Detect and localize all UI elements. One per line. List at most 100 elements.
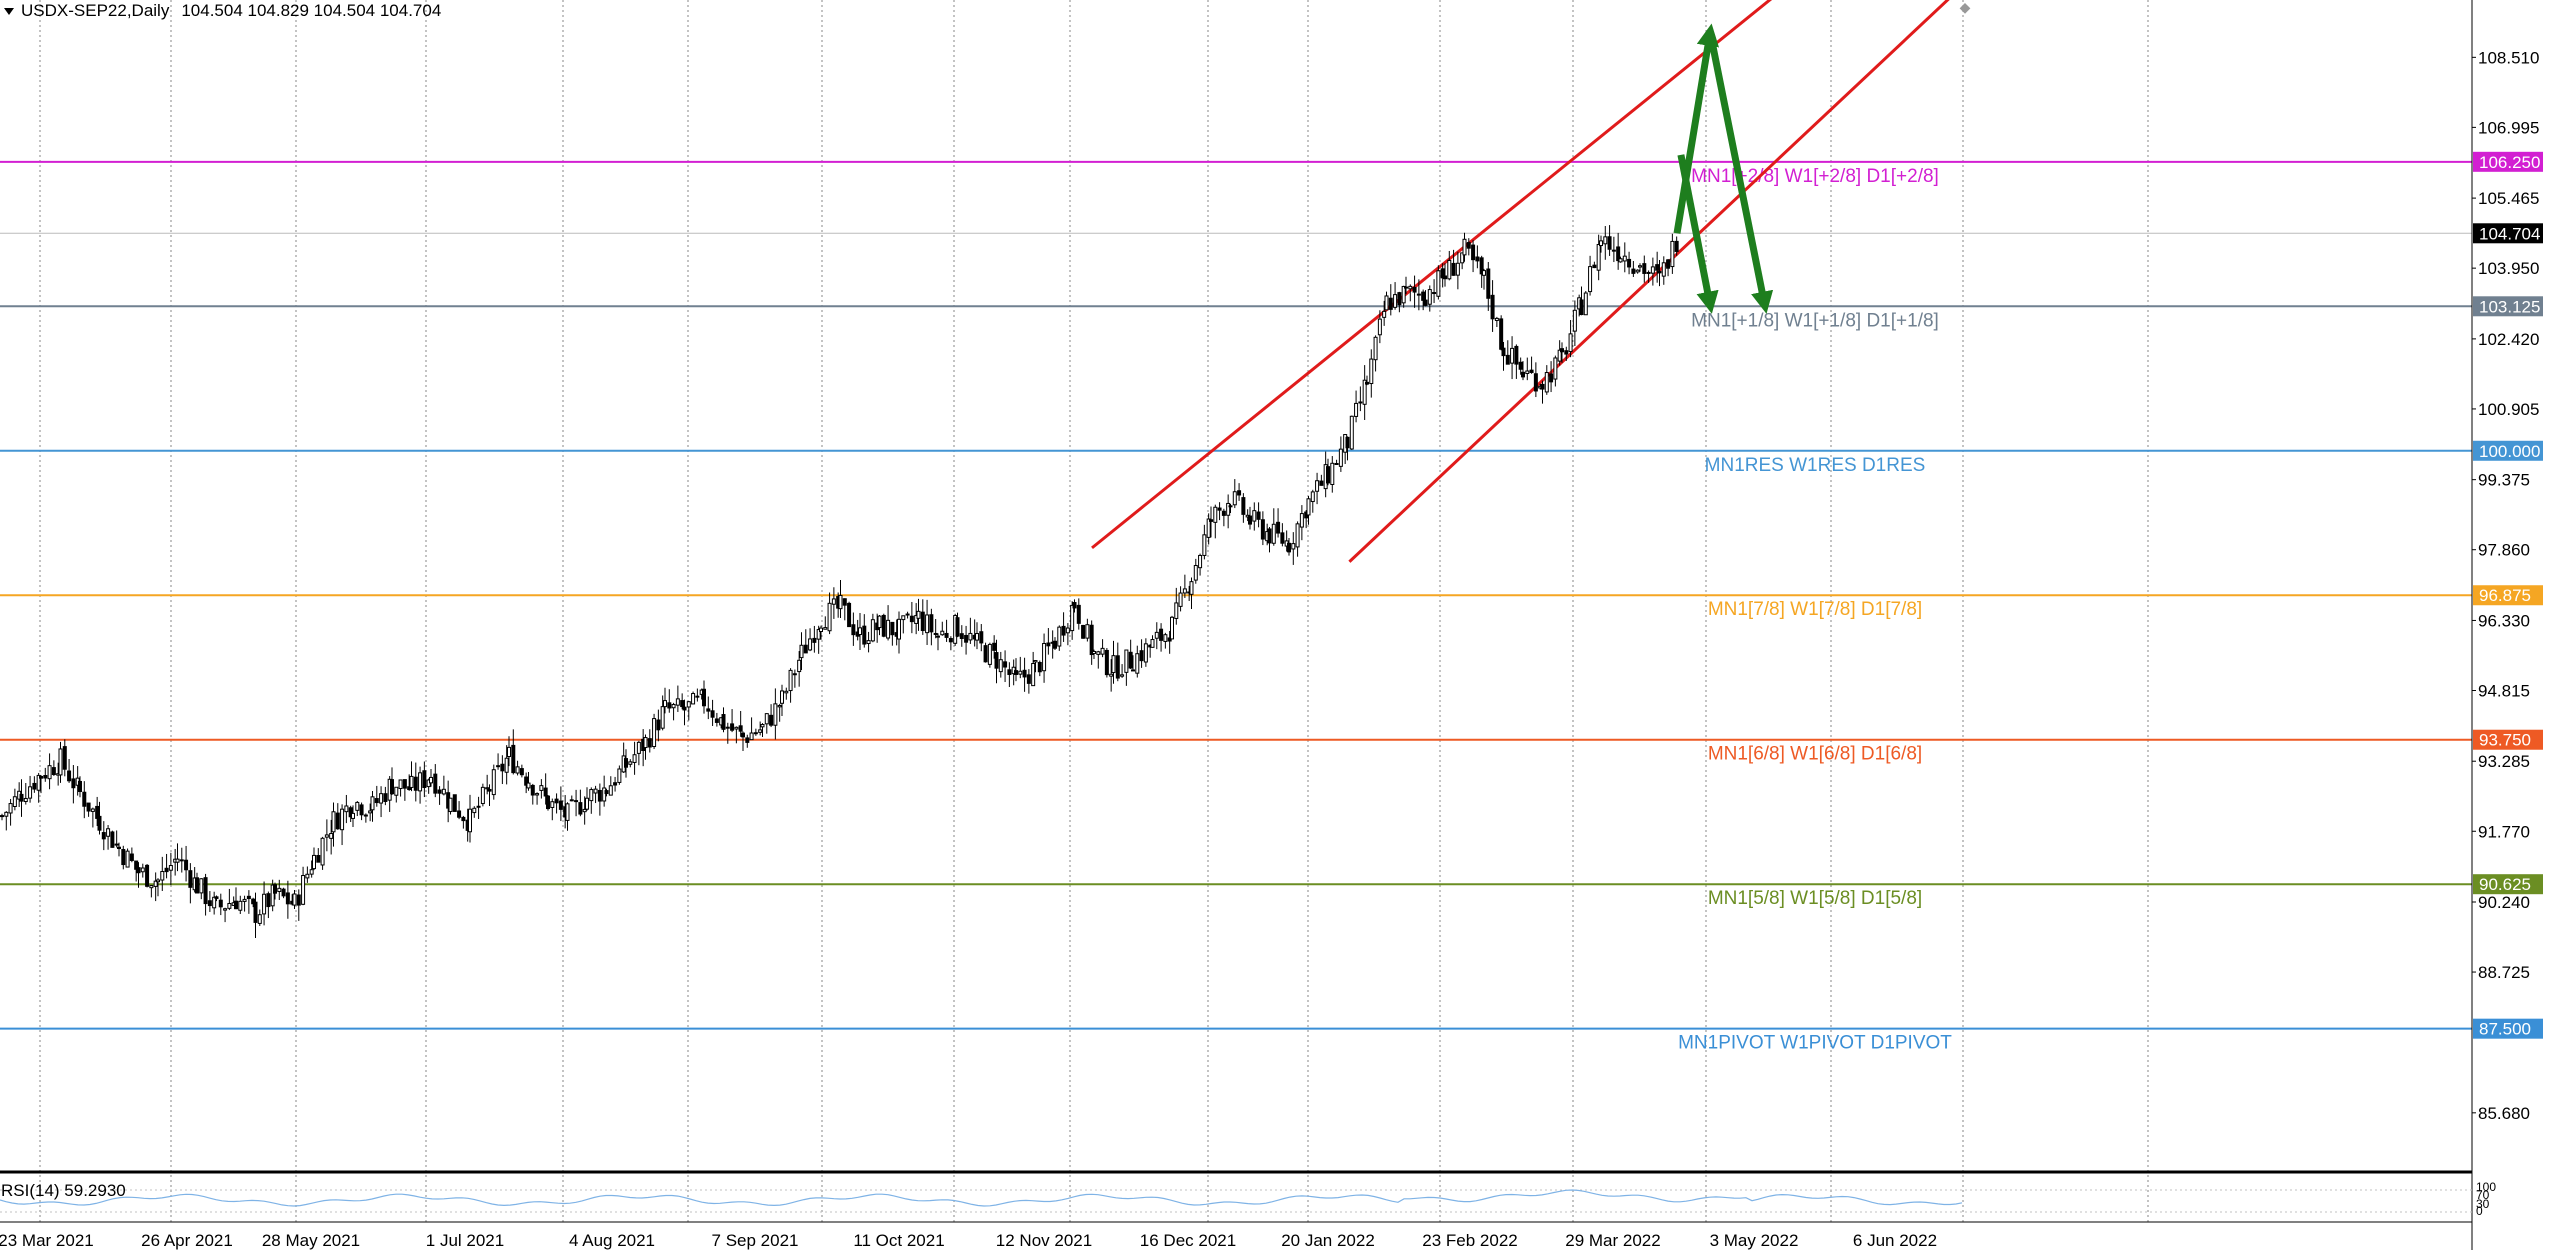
- candle-body: [975, 633, 979, 641]
- y-tick-label: 93.285: [2478, 752, 2530, 771]
- candle-body: [866, 640, 871, 645]
- candle-body: [1365, 381, 1369, 385]
- candle-body: [1369, 358, 1374, 385]
- candle-body: [136, 867, 141, 874]
- candle-body: [1499, 318, 1504, 350]
- candle-body: [613, 782, 618, 786]
- level-price-tag: [2473, 729, 2543, 750]
- candle-body: [1611, 249, 1616, 252]
- candle-body: [1436, 270, 1441, 297]
- candle-body: [1432, 292, 1437, 295]
- candle-body: [1150, 639, 1155, 648]
- candle-body: [1174, 602, 1179, 619]
- candle-body: [461, 816, 466, 822]
- candle-body: [62, 746, 67, 770]
- candle-body: [296, 894, 301, 906]
- candle-body: [914, 615, 919, 624]
- trend-channel[interactable]: [1091, 0, 1950, 563]
- candle-body: [667, 702, 672, 709]
- candle-body: [1393, 294, 1398, 308]
- x-tick-label: 1 Jul 2021: [426, 1231, 504, 1250]
- candle-body: [359, 804, 364, 816]
- candle-body: [1022, 669, 1027, 678]
- y-tick-label: 106.995: [2478, 118, 2539, 137]
- candle-body: [203, 877, 208, 905]
- candle-body: [1170, 616, 1174, 640]
- arrow-up-segment: [1673, 23, 1720, 234]
- candle-body: [253, 901, 258, 923]
- candle-body: [1167, 637, 1172, 642]
- candle-body: [1479, 257, 1484, 275]
- candle-body: [738, 725, 743, 732]
- candle-body: [238, 900, 243, 911]
- candle-body: [418, 772, 423, 792]
- candle-body: [1228, 505, 1233, 508]
- candle-body: [773, 703, 778, 726]
- rsi-line: [0, 1189, 1963, 1207]
- level-price-tag-text: 90.625: [2479, 875, 2531, 894]
- candle-body: [1362, 379, 1367, 405]
- candle-body: [1226, 502, 1231, 516]
- level-label: MN1PIVOT W1PIVOT D1PIVOT: [1678, 1033, 1952, 1054]
- candle-body: [441, 788, 446, 795]
- y-tick-label: 105.465: [2478, 189, 2539, 208]
- candlestick-series: [0, 225, 1679, 939]
- candle-body: [1213, 506, 1218, 523]
- candle-body: [145, 864, 150, 887]
- level-price-tag: [2473, 151, 2543, 172]
- candle-body: [819, 627, 823, 632]
- candle-body: [1076, 604, 1081, 624]
- candle-body: [1583, 292, 1588, 316]
- candle-body: [368, 810, 373, 814]
- candle-body: [214, 896, 219, 899]
- candle-body: [569, 799, 574, 802]
- candle-body: [1003, 661, 1008, 668]
- candle-body: [390, 779, 394, 795]
- level-label: MN1[5/8] W1[5/8] D1[5/8]: [1708, 888, 1922, 909]
- candle-body: [769, 714, 774, 726]
- candle-body: [149, 885, 154, 889]
- candle-body: [1416, 293, 1421, 296]
- candle-body: [617, 768, 622, 783]
- projection-arrows[interactable]: [1673, 23, 1774, 314]
- candle-body: [905, 613, 910, 616]
- level-label: MN1[+2/8] W1[+2/8] D1[+2/8]: [1691, 166, 1939, 187]
- candle-body: [602, 787, 607, 802]
- candle-body: [797, 659, 802, 673]
- y-tick-label: 91.770: [2478, 822, 2530, 841]
- candle-body: [82, 791, 87, 807]
- candle-body: [730, 723, 735, 731]
- candle-body: [994, 652, 999, 669]
- y-tick-label: 96.330: [2478, 611, 2530, 630]
- candle-body: [983, 645, 988, 663]
- candle-body: [1198, 554, 1203, 569]
- candle-body: [539, 785, 544, 791]
- candle-body: [944, 632, 949, 638]
- candle-body: [1440, 268, 1445, 279]
- candle-body: [437, 789, 442, 794]
- candle-body: [234, 900, 238, 910]
- candle-body: [394, 786, 399, 796]
- candle-body: [320, 837, 325, 866]
- chart-title-bar: USDX-SEP22,Daily 104.504 104.829 104.504…: [4, 1, 441, 21]
- candle-body: [476, 805, 481, 808]
- candle-body: [1295, 523, 1300, 548]
- candle-body: [1014, 670, 1018, 675]
- level-label: MN1RES W1RES D1RES: [1705, 455, 1926, 476]
- candle-body: [1338, 448, 1343, 467]
- candle-body: [1466, 242, 1471, 249]
- candle-body: [987, 643, 992, 665]
- candle-body: [355, 801, 360, 811]
- candle-body: [1412, 286, 1417, 293]
- candle-body: [916, 610, 921, 619]
- candle-body: [429, 776, 433, 784]
- candle-body: [1661, 262, 1666, 277]
- candle-body: [682, 706, 687, 711]
- candle-body: [799, 644, 804, 659]
- candle-body: [803, 644, 808, 654]
- chart-menu-icon[interactable]: [4, 7, 14, 15]
- candle-body: [1572, 309, 1577, 332]
- candle-body: [780, 690, 784, 704]
- candle-body: [671, 703, 676, 709]
